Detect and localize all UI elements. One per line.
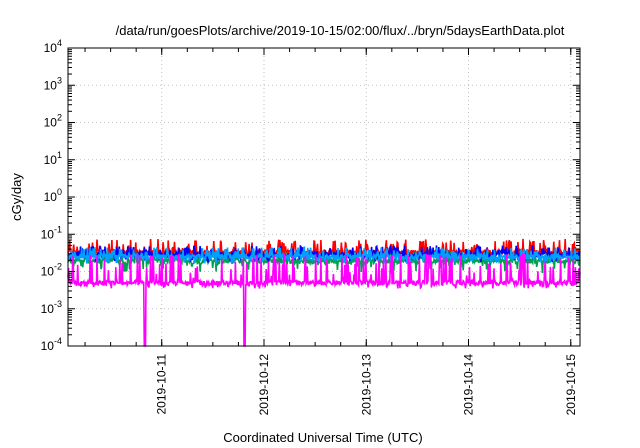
x-tick-label: 2019-10-12 — [257, 354, 271, 416]
y-tick-label: 102 — [44, 113, 62, 130]
y-tick-label: 10-2 — [41, 262, 62, 279]
y-tick-base: 10 — [41, 227, 55, 241]
y-tick-base: 10 — [44, 153, 58, 167]
y-tick-exponent: 1 — [57, 150, 62, 160]
chart-title: /data/run/goesPlots/archive/2019-10-15/0… — [116, 23, 565, 38]
x-tick-label: 2019-10-15 — [564, 354, 578, 416]
y-tick-exponent: -4 — [54, 336, 62, 346]
y-tick-base: 10 — [41, 302, 55, 316]
y-axis-label: cGy/day — [9, 173, 24, 221]
y-tick-label: 104 — [44, 38, 62, 55]
y-tick-base: 10 — [41, 339, 55, 353]
x-tick-label: 2019-10-14 — [462, 354, 476, 416]
y-tick-base: 10 — [44, 190, 58, 204]
y-tick-base: 10 — [44, 41, 58, 55]
y-tick-exponent: -3 — [54, 299, 62, 309]
y-tick-exponent: -2 — [54, 262, 62, 272]
tick-group — [68, 47, 580, 347]
y-tick-exponent: 4 — [57, 38, 62, 48]
y-tick-label: 100 — [44, 187, 62, 204]
y-tick-label: 10-1 — [41, 224, 62, 241]
y-tick-label: 10-3 — [41, 299, 62, 316]
grid — [68, 48, 580, 346]
x-tick-label: 2019-10-13 — [359, 354, 373, 416]
y-tick-exponent: 0 — [57, 187, 62, 197]
series-line — [67, 252, 581, 347]
y-tick-exponent: 3 — [57, 75, 62, 85]
x-tick-labels: 2019-10-11 2019-10-12 2019-10-13 2019-10-14… — [155, 354, 578, 416]
series-group — [67, 238, 581, 347]
y-tick-label: 10-4 — [41, 336, 62, 353]
y-tick-label: 103 — [44, 75, 62, 92]
y-tick-label: 101 — [44, 150, 62, 167]
y-tick-exponent: 2 — [57, 113, 62, 123]
y-tick-base: 10 — [41, 265, 55, 279]
y-tick-base: 10 — [44, 116, 58, 130]
y-tick-exponent: -1 — [54, 224, 62, 234]
x-tick-label: 2019-10-11 — [155, 354, 169, 415]
x-axis-label: Coordinated Universal Time (UTC) — [223, 430, 422, 445]
y-tick-base: 10 — [44, 78, 58, 92]
